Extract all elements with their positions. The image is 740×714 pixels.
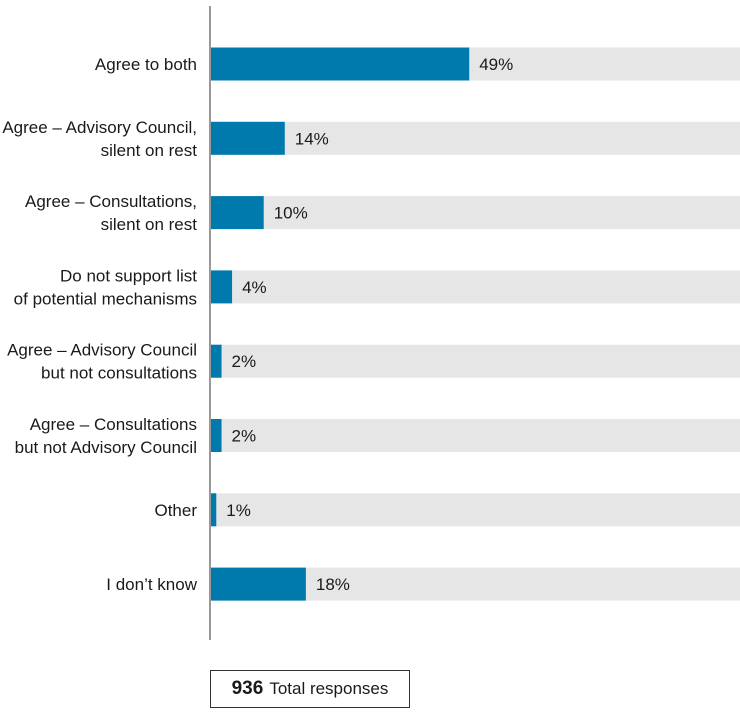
total-responses-label: Total responses	[269, 679, 389, 698]
category-label: Other	[154, 501, 197, 520]
category-label: Agree – Advisory Council but not consulta…	[7, 341, 197, 383]
bar	[211, 196, 264, 230]
bar-track	[211, 196, 740, 230]
bar	[211, 567, 306, 601]
total-responses-box: 936 Total responses	[210, 670, 410, 708]
bar-value-label: 14%	[295, 129, 329, 148]
bar-track	[211, 419, 740, 452]
bar	[211, 121, 285, 155]
category-label: Do not support list of potential mechanis…	[14, 266, 198, 308]
category-label: Agree to both	[95, 55, 197, 74]
bar	[211, 47, 470, 81]
category-label: I don’t know	[106, 575, 197, 594]
bar-value-label: 10%	[274, 204, 308, 223]
bar-track	[211, 270, 740, 304]
bar-track	[211, 493, 740, 527]
bar-value-label: 49%	[479, 55, 513, 74]
bar-value-label: 4%	[242, 278, 267, 297]
bar	[211, 419, 222, 452]
category-label: Agree – Consultations but not Advisory Co…	[15, 415, 197, 457]
bar	[211, 270, 233, 304]
category-label: Agree – Consultations, silent on rest	[25, 192, 197, 234]
bar-value-label: 2%	[232, 427, 257, 446]
bar-value-label: 18%	[316, 575, 350, 594]
bar	[211, 493, 217, 527]
bar-chart: 49% Agree to both 14% Agree – Advisory Coun…	[2, 6, 740, 640]
category-label: Agree – Advisory Council, silent on rest	[2, 118, 197, 160]
bar	[211, 344, 222, 378]
total-responses-number: 936	[231, 678, 264, 699]
bar-value-label: 2%	[232, 352, 257, 371]
bar-track	[211, 344, 740, 378]
bar-track	[211, 121, 740, 155]
bar-value-label: 1%	[226, 501, 251, 520]
